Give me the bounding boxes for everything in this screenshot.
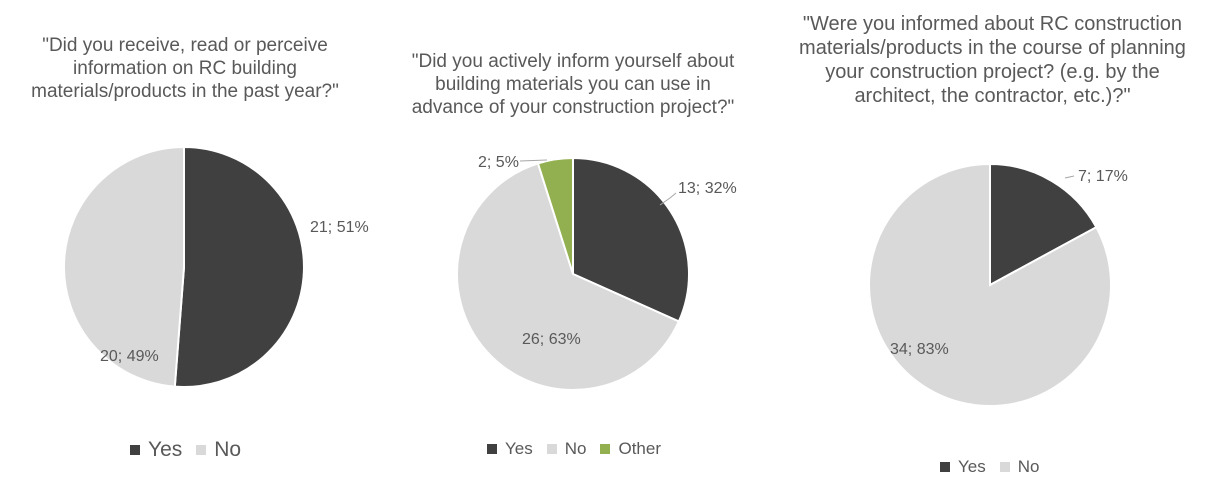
legend-swatch-no [196, 445, 207, 455]
legend-item-yes: Yes [130, 438, 182, 462]
legend-swatch-yes [130, 445, 140, 455]
pie-slice-yes [572, 156, 690, 323]
legend-label-yes: Yes [505, 439, 533, 458]
chart-2-legend: Yes No Other [487, 439, 661, 459]
chart-2-title: "Did you actively inform yourself about … [411, 51, 735, 118]
legend-item-no: No [546, 439, 587, 459]
legend-item-no: No [196, 438, 241, 462]
legend-swatch-yes [487, 444, 497, 454]
legend-label-yes: Yes [958, 457, 986, 476]
chart-3-legend: Yes No [940, 457, 1039, 477]
data-label-yes: 7; 17% [1078, 168, 1128, 185]
data-label-yes: 21; 51% [310, 219, 369, 236]
data-label-no: 20; 49% [100, 348, 159, 365]
data-label-no: 26; 63% [522, 331, 581, 348]
pie-slice-no [456, 162, 681, 392]
pie-slice-other [536, 156, 574, 275]
leader-line [659, 192, 677, 206]
legend-label-other: Other [618, 439, 661, 458]
legend-swatch-no [546, 444, 557, 454]
legend-item-yes: Yes [940, 457, 986, 477]
pie-slice-yes [173, 145, 305, 388]
legend-label-no: No [564, 439, 587, 458]
legend-label-no: No [1017, 457, 1040, 476]
legend-swatch-no [999, 462, 1010, 472]
legend-label-no: No [214, 438, 242, 461]
legend-swatch-other [600, 444, 611, 454]
legend-item-yes: Yes [487, 439, 533, 459]
data-label-other: 2; 5% [478, 154, 519, 171]
data-label-no: 34; 83% [890, 341, 949, 358]
legend-item-other: Other [600, 439, 661, 459]
pie-slice-no [868, 162, 1112, 407]
chart-3-title: "Were you informed about RC construction… [799, 13, 1186, 107]
chart-1-title: "Did you receive, read or perceive infor… [31, 35, 339, 102]
legend-swatch-yes [940, 462, 950, 472]
legend-label-yes: Yes [148, 438, 183, 461]
leader-line [519, 159, 548, 162]
pie-slice-no [62, 145, 185, 388]
pie-slice-yes [989, 162, 1098, 287]
data-label-yes: 13; 32% [678, 180, 737, 197]
leader-line [1064, 175, 1075, 179]
chart-1-legend: Yes No [130, 438, 241, 462]
legend-item-no: No [999, 457, 1040, 477]
